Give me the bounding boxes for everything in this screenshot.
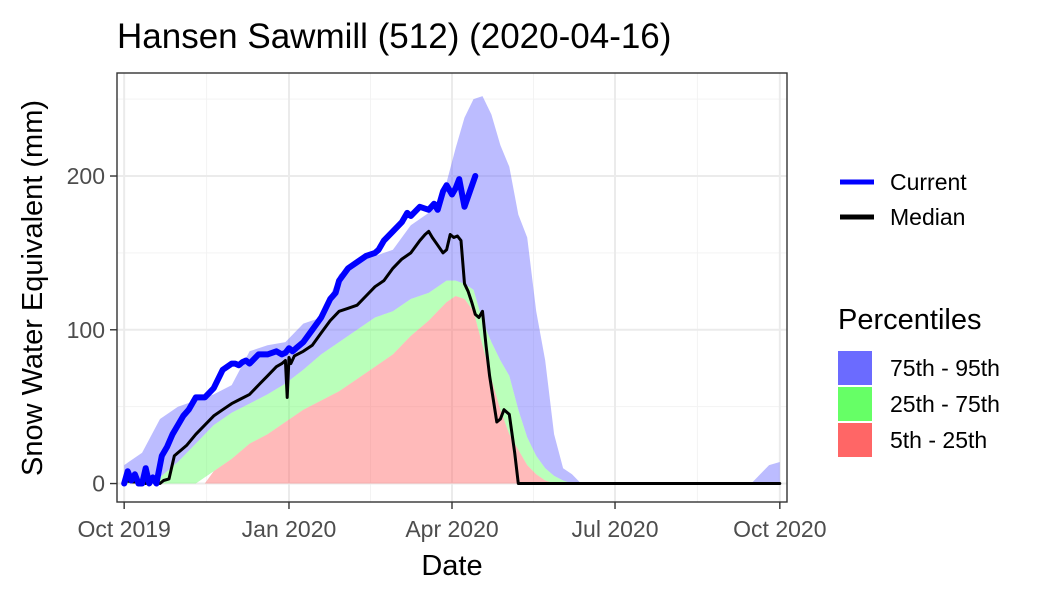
grid-major [117,73,787,502]
x-tick-label: Oct 2019 [77,516,170,542]
series-line-current [121,173,479,487]
y-tick-label: 100 [67,317,105,343]
legend-swatch-25-75 [838,387,872,421]
x-tick-label: Jan 2020 [242,516,337,542]
legend-percentiles-title: Percentiles [838,304,981,336]
legend: Current Median Percentiles 75th - 95th 2… [838,169,1000,457]
plot-area [116,72,788,503]
x-tick-label: Jul 2020 [572,516,659,542]
x-axis-ticks: Oct 2019 Jan 2020 Apr 2020 Jul 2020 Oct 2020 [77,502,827,542]
chart-title: Hansen Sawmill (512) (2020-04-16) [117,17,671,56]
y-axis-title: Snow Water Equivalent (mm) [17,100,49,476]
legend-median-label: Median [890,204,965,230]
band-5-25 [124,296,780,484]
x-tick-label: Apr 2020 [405,516,498,542]
legend-swatch-5-25 [838,423,872,457]
y-tick-label: 200 [67,163,105,189]
legend-label-75-95: 75th - 95th [890,355,1000,381]
y-axis-ticks: 0 100 200 [67,163,117,497]
series-lines [121,173,782,487]
band-25-75 [124,280,780,484]
legend-label-25-75: 25th - 75th [890,391,1000,417]
legend-current-label: Current [890,169,967,195]
percentile-bands [124,96,780,484]
series-line-median [122,229,782,485]
x-tick-label: Oct 2020 [733,516,826,542]
x-axis-title: Date [421,550,482,582]
legend-swatch-75-95 [838,351,872,385]
legend-label-5-25: 5th - 25th [890,427,987,453]
y-tick-label: 0 [92,471,105,497]
band-75-95 [124,96,780,484]
